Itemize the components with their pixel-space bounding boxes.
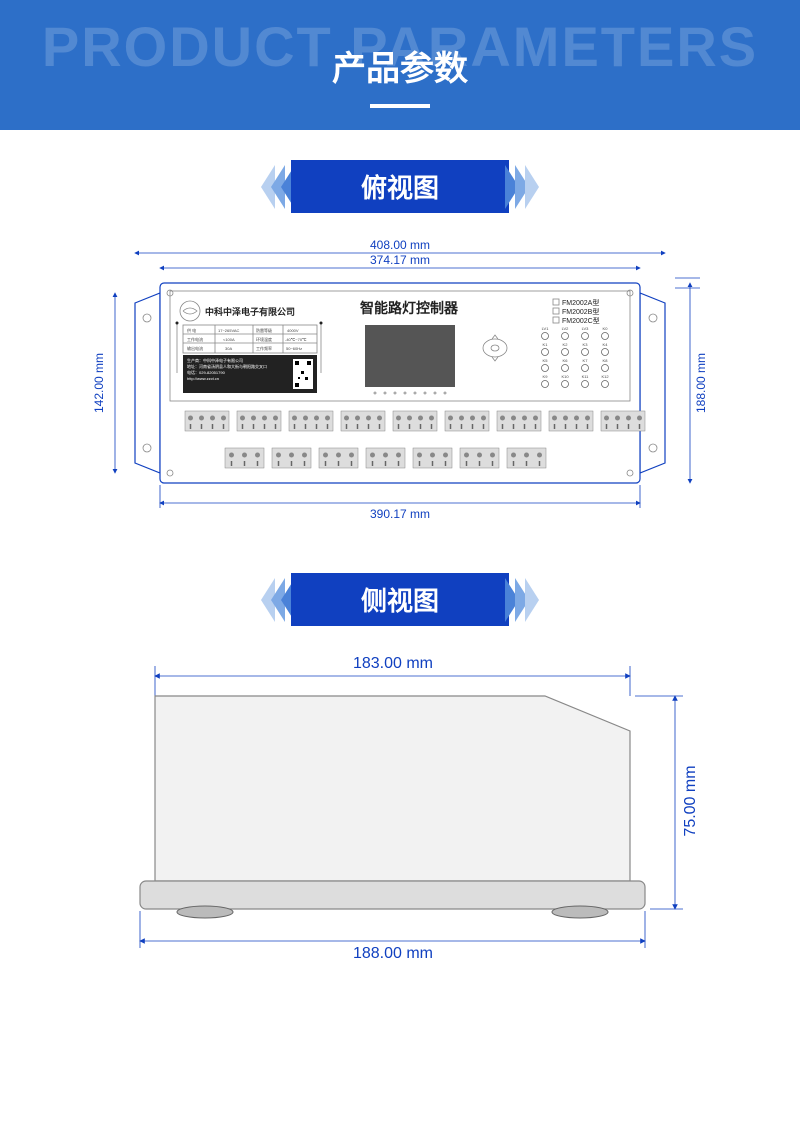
svg-text:50~60Hz: 50~60Hz xyxy=(286,346,302,351)
svg-text:K3: K3 xyxy=(583,342,589,347)
svg-text:工作电流: 工作电流 xyxy=(187,336,203,342)
svg-text:FM2002C型: FM2002C型 xyxy=(562,316,600,325)
svg-text:K8: K8 xyxy=(603,358,609,363)
terminals-top xyxy=(185,411,645,431)
svg-text:K1: K1 xyxy=(543,342,549,347)
device-body xyxy=(155,696,630,881)
device-base xyxy=(140,881,645,909)
svg-text:K0: K0 xyxy=(603,326,609,331)
svg-text:30A: 30A xyxy=(225,346,232,351)
svg-text:http://www.zzct.cn: http://www.zzct.cn xyxy=(187,376,219,381)
header-title: 产品参数 xyxy=(332,41,468,90)
svg-text:环境温度: 环境温度 xyxy=(256,336,272,342)
company-name: 中科中泽电子有限公司 xyxy=(205,306,295,317)
svg-text:LV2: LV2 xyxy=(562,326,570,331)
svg-text:工作频率: 工作频率 xyxy=(256,345,272,351)
svg-text:地址：河南省汤阴县人和大街与朝阳路交叉口: 地址：河南省汤阴县人和大街与朝阳路交叉口 xyxy=(187,363,267,369)
svg-text:FM2002B型: FM2002B型 xyxy=(562,307,599,316)
svg-text:LV3: LV3 xyxy=(582,326,590,331)
svg-text:K9: K9 xyxy=(543,374,549,379)
svg-text:K2: K2 xyxy=(563,342,569,347)
dim-height: 142.00 mm xyxy=(92,353,106,413)
svg-text:防雷等级: 防雷等级 xyxy=(256,327,272,333)
svg-text:<100A: <100A xyxy=(223,337,235,342)
ribbon-topview: 俯视图 xyxy=(0,160,800,213)
svg-text:K11: K11 xyxy=(582,374,590,379)
sideview-diagram: 183.00 mm 75.00 mm 188.00 mm xyxy=(75,646,725,966)
svg-text:17~265VAC: 17~265VAC xyxy=(218,328,239,333)
chevron-right-group xyxy=(509,165,539,209)
device-title: 智能路灯控制器 xyxy=(359,300,459,316)
foot-icon xyxy=(177,906,233,918)
svg-text:K12: K12 xyxy=(601,374,609,379)
display-screen xyxy=(365,325,455,387)
svg-text:4000V: 4000V xyxy=(287,328,299,333)
topview-diagram: 408.00 mm 374.17 mm 中科中泽电子有限公司 供 电 17~265… xyxy=(75,233,725,543)
chevron-left-group xyxy=(261,165,291,209)
ribbon-label: 俯视图 xyxy=(291,160,509,213)
dim-outer-height: 188.00 mm xyxy=(694,353,708,413)
svg-text:电话：029-82051790: 电话：029-82051790 xyxy=(187,369,226,375)
chevron-icon xyxy=(525,578,539,622)
dim-side-top: 183.00 mm xyxy=(353,655,433,672)
svg-text:K6: K6 xyxy=(563,358,569,363)
svg-text:-40℃~70℃: -40℃~70℃ xyxy=(285,337,307,342)
svg-text:LV1: LV1 xyxy=(542,326,550,331)
chevron-right-group xyxy=(509,578,539,622)
foot-icon xyxy=(552,906,608,918)
svg-text:供 电: 供 电 xyxy=(187,327,196,333)
svg-text:K4: K4 xyxy=(603,342,609,347)
chevron-left-group xyxy=(261,578,291,622)
svg-text:输出电流: 输出电流 xyxy=(187,345,203,351)
svg-text:K5: K5 xyxy=(543,358,549,363)
ribbon-sideview: 侧视图 xyxy=(0,573,800,626)
dim-outer-width: 408.00 mm xyxy=(370,238,430,252)
dim-side-height: 75.00 mm xyxy=(682,765,699,836)
svg-text:K7: K7 xyxy=(583,358,589,363)
dim-bottom-width: 390.17 mm xyxy=(370,507,430,521)
ribbon-label: 侧视图 xyxy=(291,573,509,626)
svg-text:FM2002A型: FM2002A型 xyxy=(562,298,599,307)
svg-text:K10: K10 xyxy=(561,374,569,379)
dim-inner-width: 374.17 mm xyxy=(370,253,430,267)
svg-text:生产商：中科中泽电子有限公司: 生产商：中科中泽电子有限公司 xyxy=(187,357,243,363)
dim-side-bottom: 188.00 mm xyxy=(353,945,433,962)
chevron-icon xyxy=(525,165,539,209)
title-underline xyxy=(370,104,430,108)
header-banner: PRODUCT PARAMETERS 产品参数 xyxy=(0,0,800,130)
terminals-bottom xyxy=(225,448,546,468)
